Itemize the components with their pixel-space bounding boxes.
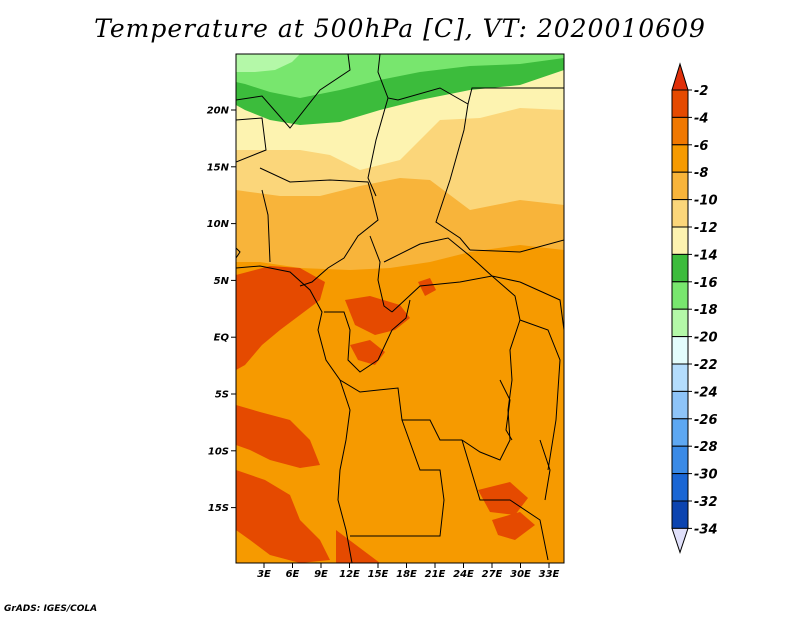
colorbar-swatch (671, 308, 689, 338)
colorbar-swatch (671, 445, 689, 475)
border-cameroon-car (369, 235, 393, 313)
lon-tick-label: 6E (286, 569, 300, 580)
warm-patch-west-coast (236, 266, 325, 370)
border-angola-zambia (400, 419, 445, 537)
colorbar-label: -8 (694, 166, 708, 181)
colorbar-swatch (671, 390, 689, 420)
lon-tick-label: 24E (453, 569, 474, 580)
colorbar-label: -14 (694, 248, 718, 263)
colorbar: -2 -4 -6 -8 -10 -12 -14 -16 -18 -20 -22 -24 -26 -28 -3… (671, 62, 718, 554)
colorbar-label: -26 (694, 413, 718, 428)
colorbar-label: -4 (694, 111, 708, 126)
colorbar-label: -18 (694, 303, 718, 318)
border-tanzania (519, 319, 561, 471)
colorbar-swatch (671, 281, 689, 310)
colorbar-swatch (671, 473, 689, 502)
warm-patch-congo (345, 296, 410, 335)
grads-credit: GrADS: IGES/COLA (4, 604, 98, 614)
lat-tick-label: 15S (208, 503, 229, 514)
colorbar-label: -24 (694, 385, 718, 400)
map-title: Temperature at 500hPa [C], VT: 202001060… (94, 14, 706, 43)
border-nigeria-north (259, 167, 373, 197)
colorbar-swatch (671, 418, 689, 447)
temperature-field (236, 54, 564, 563)
border-algeria-niger (236, 54, 351, 129)
colorbar-label: -2 (694, 84, 708, 99)
colorbar-bottom-arrow (671, 527, 689, 554)
border-libya-chad (377, 54, 564, 105)
border-niger-chad (367, 97, 389, 197)
lon-tick-label: 15E (368, 569, 389, 580)
warm-patch-southeast-2 (492, 512, 535, 540)
colorbar-label: -28 (694, 440, 718, 455)
lon-tick-label: 9E (314, 569, 328, 580)
border-drc-east (461, 319, 521, 461)
band-16-to-18 (236, 54, 564, 98)
warm-patch-southeast (478, 482, 528, 515)
lat-tick-label: 10S (208, 446, 229, 457)
border-gabon-congo (324, 311, 379, 373)
colorbar-label: -22 (694, 358, 718, 373)
lat-tick-label: EQ (214, 333, 230, 344)
warm-patch-southwest (236, 405, 320, 468)
colorbar-label: -34 (694, 522, 718, 537)
border-chad-sudan (435, 103, 471, 251)
lat-tick-label: 5N (214, 276, 230, 287)
warm-patch-small-north (418, 278, 436, 296)
lon-tick-label: 12E (339, 569, 360, 580)
colorbar-label: -32 (694, 495, 718, 510)
colorbar-swatch (671, 363, 689, 392)
lat-tick-label: 15N (207, 162, 230, 173)
lon-tick-label: 33E (539, 569, 560, 580)
border-nigeria-cameroon (299, 195, 379, 287)
colorbar-label: -20 (694, 331, 718, 346)
longitude-axis: 3E 6E 9E 12E 15E 18E 21E 24E 27E 30E 33E (257, 563, 560, 580)
colorbar-label: -30 (694, 468, 718, 483)
colorbar-swatch (671, 116, 689, 146)
map-frame (235, 53, 565, 564)
colorbar-swatch (671, 89, 689, 118)
coastline-west (236, 265, 353, 563)
colorbar-swatch (671, 336, 689, 365)
colorbar-label: -12 (694, 221, 718, 236)
lat-tick-label: 10N (207, 219, 230, 230)
lon-tick-label: 3E (257, 569, 271, 580)
border-mali-niger (236, 117, 267, 163)
country-borders (236, 54, 564, 563)
lon-tick-label: 21E (425, 569, 446, 580)
border-kenya (519, 281, 564, 331)
border-car-south (383, 237, 521, 283)
colorbar-swatch (671, 144, 689, 173)
colorbar-swatch (671, 171, 689, 201)
colorbar-top-arrow (671, 62, 689, 91)
lon-tick-label: 27E (482, 569, 503, 580)
colorbar-swatch (671, 226, 689, 255)
lon-tick-label: 30E (510, 569, 531, 580)
lat-tick-label: 5S (215, 390, 229, 401)
band-18-to-20 (236, 54, 300, 72)
coastline-gulf (236, 247, 241, 259)
colorbar-swatch (671, 500, 689, 529)
lake-outline (499, 379, 513, 441)
border-zambia-east (461, 439, 549, 561)
colorbar-label: -6 (694, 139, 708, 154)
colorbar-label: -16 (694, 276, 718, 291)
border-drc-west (377, 299, 411, 361)
warm-patch-congo-2 (350, 340, 385, 365)
border-sudan-southsudan (469, 239, 564, 253)
border-benin-nigeria (261, 189, 271, 263)
colorbar-swatch (671, 253, 689, 283)
lat-tick-label: 20N (207, 106, 230, 117)
latitude-axis: 20N 15N 10N 5N EQ 5S 10S 15S (207, 106, 236, 514)
lake-malawi-outline (539, 439, 551, 501)
colorbar-swatch (671, 199, 689, 228)
border-drc-north (391, 275, 521, 321)
lon-tick-label: 18E (396, 569, 417, 580)
warm-patch-south (236, 470, 330, 563)
colorbar-label: -10 (694, 194, 718, 209)
